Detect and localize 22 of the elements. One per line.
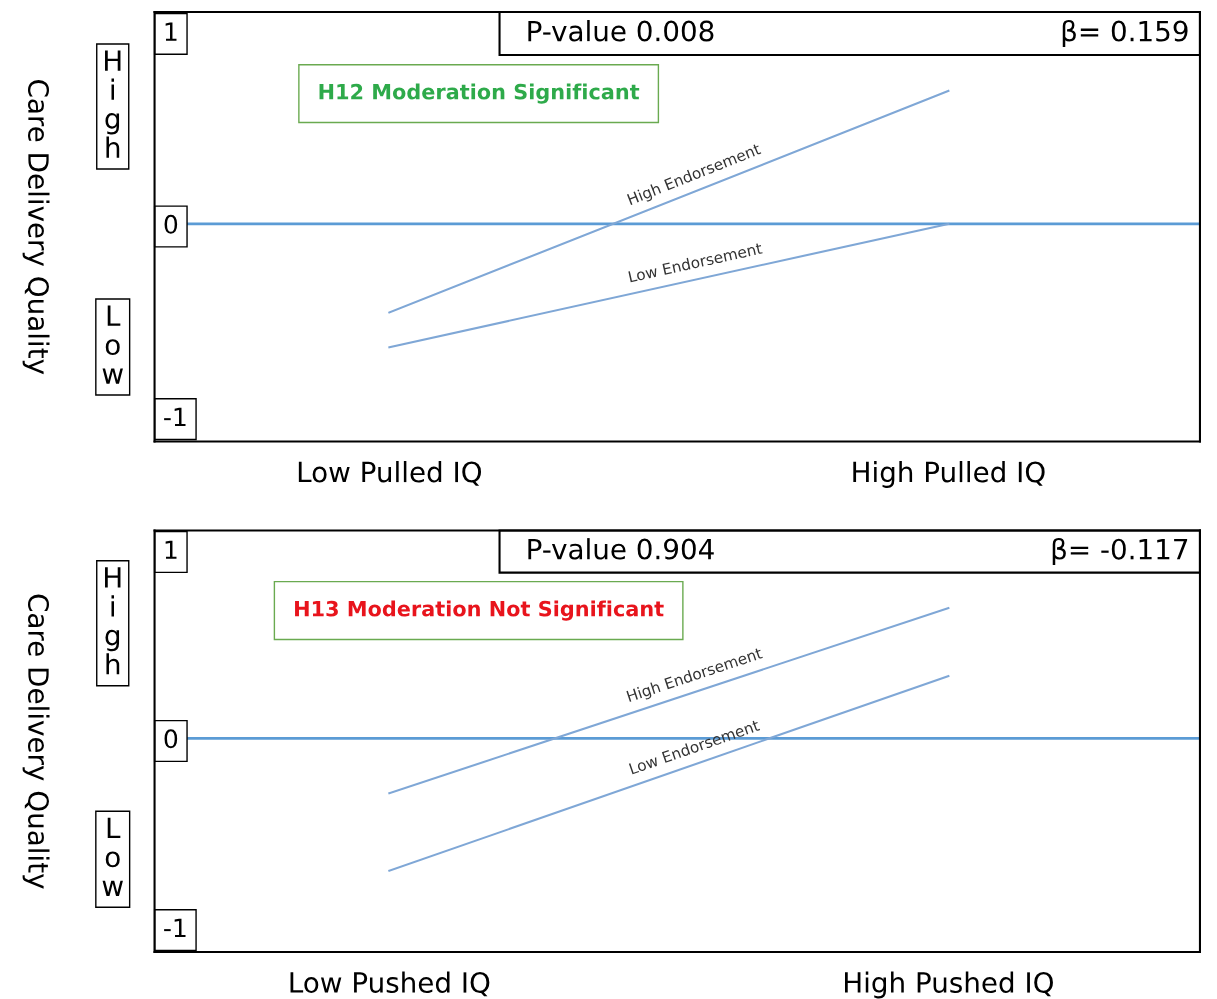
y-tick-label: 1 — [165, 540, 177, 559]
text: Low — [102, 817, 123, 896]
annotation: P-value 0.904 — [528, 538, 714, 560]
y-tick-label: 0 — [164, 214, 178, 234]
annotation: P-value 0.008 — [528, 20, 714, 42]
y-axis-title: Care Delivery Quality — [22, 80, 50, 375]
x-tick-label: Low Pulled IQ — [298, 461, 482, 486]
y-tick-label: 0 — [164, 729, 178, 749]
text: Low — [102, 305, 123, 384]
text: High — [105, 567, 121, 675]
text: High — [105, 50, 121, 158]
x-tick-label: Low Pushed IQ — [290, 971, 490, 997]
y-tick-label: -1 — [164, 407, 186, 427]
y-axis-title: Care Delivery Quality — [22, 594, 50, 889]
y-tick-label: 1 — [165, 22, 177, 41]
annotation: H12 Moderation Significant — [319, 83, 640, 104]
x-tick-label: High Pushed IQ — [845, 971, 1053, 999]
y-tick-label: -1 — [164, 918, 186, 937]
annotation: β= 0.159 — [1062, 19, 1188, 47]
annotation: β= -0.117 — [1052, 538, 1188, 566]
annotation: H13 Moderation Not Significant — [295, 600, 664, 621]
x-tick-label: High Pulled IQ — [853, 461, 1045, 488]
